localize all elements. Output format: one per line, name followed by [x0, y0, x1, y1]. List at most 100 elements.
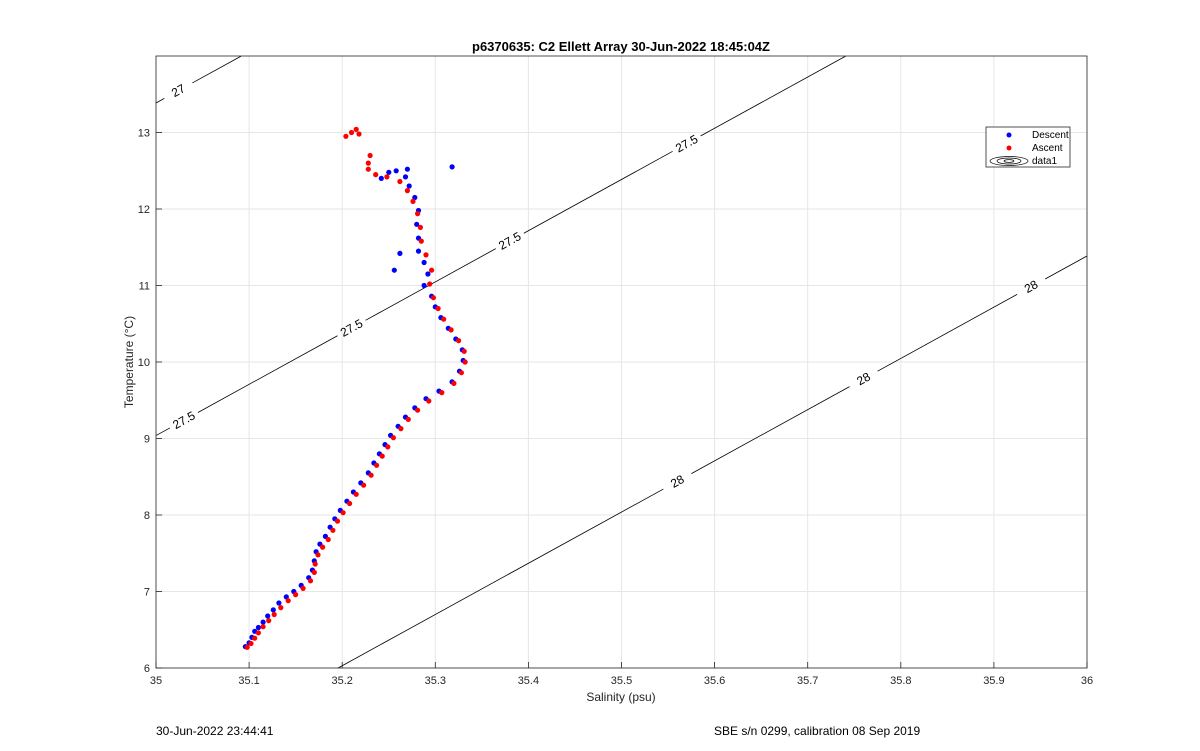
- point-ascent: [430, 295, 436, 301]
- x-tick-label: 35.7: [797, 675, 818, 687]
- contour-label: 27.5: [170, 408, 197, 432]
- y-tick-label: 9: [144, 434, 150, 446]
- contour-label: 28: [1022, 277, 1041, 296]
- contour-line-segment: [155, 98, 165, 104]
- point-descent: [378, 175, 384, 181]
- y-tick-label: 10: [138, 357, 150, 369]
- point-ascent: [312, 561, 318, 567]
- x-tick-label: 35.3: [425, 675, 446, 687]
- point-descent: [406, 183, 412, 189]
- point-ascent: [330, 527, 336, 533]
- point-descent: [415, 248, 422, 254]
- x-tick-label: 35: [150, 675, 162, 687]
- x-tick-label: 35.4: [518, 675, 539, 687]
- contour-line-segment: [155, 427, 171, 436]
- point-ascent: [451, 380, 457, 386]
- point-descent: [421, 282, 427, 289]
- contour-label: 27.5: [673, 132, 700, 156]
- x-tick-label: 35.8: [890, 675, 911, 687]
- point-ascent: [390, 435, 396, 441]
- contour-line-segment: [337, 488, 664, 669]
- point-ascent: [347, 500, 353, 507]
- data-points: [242, 126, 468, 650]
- point-ascent: [441, 316, 447, 322]
- legend-contour-icon: [989, 156, 1029, 166]
- point-ascent: [353, 491, 359, 497]
- point-ascent: [398, 426, 404, 432]
- point-ascent: [426, 398, 432, 404]
- series-ascent: [244, 126, 468, 650]
- legend: Descent Ascent data1: [985, 126, 1071, 168]
- point-ascent: [361, 482, 367, 488]
- point-ascent: [456, 338, 462, 344]
- point-ascent: [404, 188, 410, 194]
- point-ascent: [427, 281, 433, 287]
- y-tick-label: 7: [144, 587, 150, 599]
- x-tick-label: 35.5: [611, 675, 632, 687]
- y-tick-label: 12: [138, 204, 150, 216]
- point-ascent: [307, 578, 314, 584]
- point-ascent: [435, 305, 441, 312]
- y-tick-label: 13: [138, 128, 150, 140]
- point-descent: [393, 168, 399, 174]
- point-ascent: [461, 348, 467, 354]
- point-ascent: [300, 585, 306, 592]
- x-tick-label: 36: [1081, 675, 1093, 687]
- legend-marker-ascent: [1006, 145, 1012, 151]
- x-tick-label: 35.6: [704, 675, 725, 687]
- chart-title: p6370635: C2 Ellett Array 30-Jun-2022 18…: [472, 39, 770, 54]
- point-ascent: [271, 611, 277, 618]
- point-descent: [386, 169, 392, 175]
- contour-label: 28: [854, 369, 873, 388]
- point-descent: [404, 166, 410, 172]
- point-descent: [265, 613, 271, 619]
- point-descent: [260, 619, 266, 625]
- point-ascent: [415, 211, 421, 217]
- contour-line-segment: [192, 55, 242, 84]
- y-axis-ticks: 6 7 8 9 10 11 12 13: [138, 128, 162, 675]
- point-ascent: [260, 624, 266, 630]
- point-ascent: [439, 390, 445, 396]
- x-tick-label: 35.1: [238, 675, 259, 687]
- point-ascent: [405, 416, 411, 422]
- x-tick-label: 35.2: [331, 675, 352, 687]
- point-descent: [414, 221, 420, 227]
- point-ascent: [266, 618, 272, 624]
- x-tick-label: 35.9: [983, 675, 1004, 687]
- contour-line-segment: [691, 386, 850, 474]
- point-ascent: [334, 518, 341, 524]
- legend-marker-descent: [1006, 132, 1012, 138]
- point-ascent: [248, 640, 254, 647]
- footer-calibration: SBE s/n 0299, calibration 08 Sep 2019: [714, 724, 921, 738]
- point-ascent: [255, 630, 261, 636]
- point-ascent: [374, 462, 380, 468]
- point-descent: [255, 624, 261, 631]
- legend-label-descent: Descent: [1032, 130, 1069, 141]
- point-ascent: [462, 359, 468, 365]
- series-descent: [242, 164, 466, 650]
- point-descent: [425, 271, 431, 277]
- contour-label: 27: [169, 81, 188, 100]
- legend-label-ascent: Ascent: [1032, 143, 1063, 154]
- point-descent: [276, 600, 282, 606]
- point-ascent: [423, 252, 429, 258]
- contour-label: 27.5: [496, 229, 523, 253]
- contour-line-segment: [1044, 255, 1088, 280]
- point-ascent: [365, 166, 371, 172]
- point-ascent: [315, 552, 321, 558]
- point-ascent: [368, 472, 374, 478]
- point-ascent: [385, 444, 391, 450]
- contour-label: 28: [668, 472, 687, 491]
- point-ascent: [365, 160, 371, 166]
- y-tick-label: 8: [144, 510, 150, 522]
- x-axis-label: Salinity (psu): [586, 690, 655, 704]
- point-descent: [397, 250, 403, 256]
- point-descent: [449, 164, 455, 170]
- point-ascent: [353, 126, 359, 132]
- contour-line-segment: [197, 335, 338, 413]
- point-ascent: [384, 174, 390, 180]
- point-ascent: [458, 370, 464, 376]
- point-descent: [402, 174, 409, 180]
